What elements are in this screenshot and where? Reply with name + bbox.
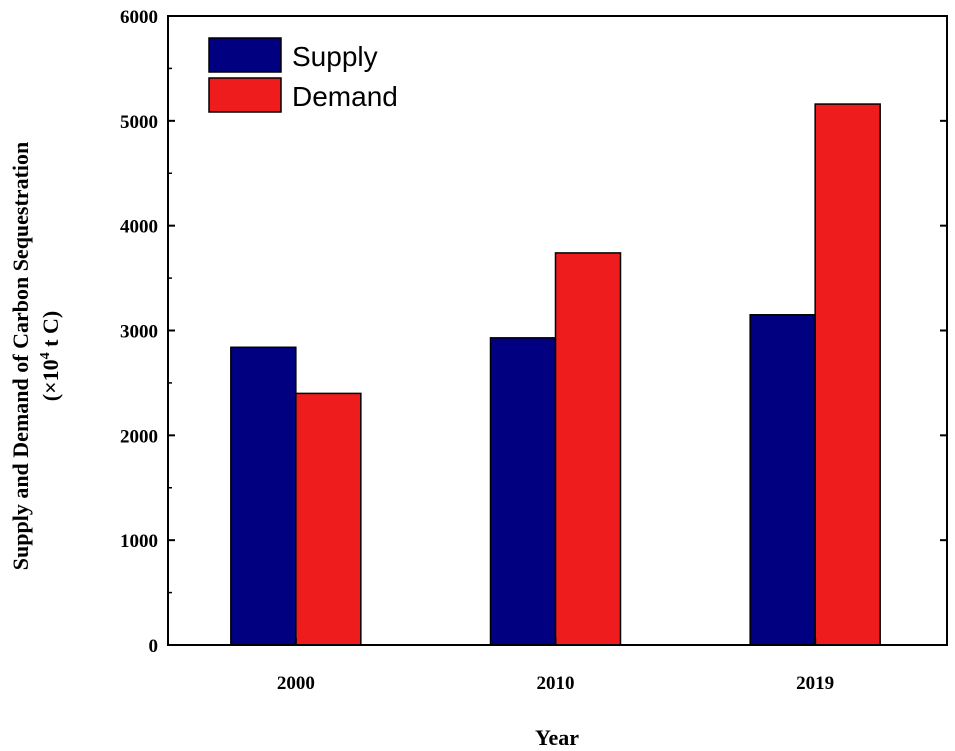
- y-tick-label: 6000: [120, 7, 158, 28]
- bar-supply-2000: [230, 346, 297, 646]
- x-tick-label-2010: 2010: [537, 673, 575, 694]
- y-tick-label: 4000: [120, 217, 158, 238]
- y-tick-label: 0: [149, 636, 159, 657]
- y-axis-title: Supply and Demand of Carbon Sequestratio…: [8, 142, 33, 570]
- y-axis-unit-suffix: t C): [38, 311, 63, 353]
- x-axis: 2000 2010 2019: [277, 638, 834, 694]
- y-tick-label: 2000: [120, 426, 158, 447]
- bar-supply-2019: [749, 314, 816, 646]
- y-axis-unit-prefix: (×10: [38, 359, 63, 401]
- legend: Supply Demand: [208, 37, 398, 113]
- legend-swatch-supply: [208, 37, 282, 73]
- x-tick-label-2019: 2019: [796, 673, 834, 694]
- y-axis: 0 1000 2000 3000 4000 5000 6000: [120, 7, 947, 657]
- bar-demand-2019: [814, 103, 881, 646]
- y-tick-label: 1000: [120, 531, 158, 552]
- y-axis-unit: (×104 t C): [38, 311, 63, 401]
- x-tick-label-2000: 2000: [277, 673, 315, 694]
- y-axis-title-group: Supply and Demand of Carbon Sequestratio…: [8, 142, 63, 570]
- y-tick-label: 5000: [120, 112, 158, 133]
- bar-supply-2010: [489, 337, 557, 646]
- bars-group: [230, 103, 881, 646]
- legend-swatch-demand: [208, 77, 282, 113]
- legend-label-demand: Demand: [292, 81, 398, 112]
- bar-demand-2010: [554, 252, 622, 646]
- y-tick-label: 3000: [120, 322, 158, 343]
- y-axis-unit-exponent: 4: [38, 352, 53, 359]
- x-axis-title: Year: [535, 725, 579, 750]
- bar-demand-2000: [295, 392, 362, 646]
- legend-label-supply: Supply: [292, 41, 378, 72]
